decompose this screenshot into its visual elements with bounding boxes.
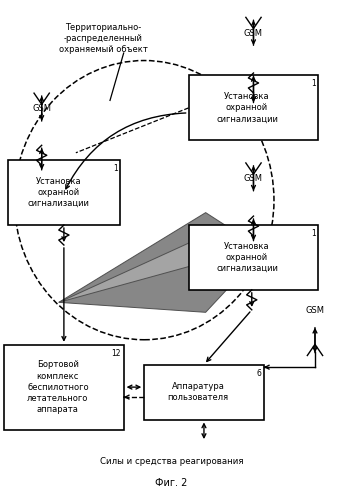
Text: Установка
охранной
сигнализации: Установка охранной сигнализации bbox=[216, 92, 278, 124]
Text: 1: 1 bbox=[311, 80, 316, 88]
Polygon shape bbox=[59, 228, 240, 302]
Text: Установка
охранной
сигнализации: Установка охранной сигнализации bbox=[27, 177, 89, 208]
Text: 12: 12 bbox=[111, 348, 121, 358]
Text: Установка
охранной
сигнализации: Установка охранной сигнализации bbox=[216, 242, 278, 273]
Text: Бортовой
комплекс
беспилотного
летательного
аппарата: Бортовой комплекс беспилотного летательн… bbox=[27, 360, 89, 414]
FancyBboxPatch shape bbox=[4, 344, 124, 430]
Text: 1: 1 bbox=[311, 229, 316, 238]
Text: Силы и средства реагирования: Силы и средства реагирования bbox=[100, 458, 243, 466]
Text: GSM: GSM bbox=[244, 174, 263, 183]
Text: 6: 6 bbox=[256, 368, 261, 378]
FancyBboxPatch shape bbox=[144, 364, 264, 420]
Polygon shape bbox=[59, 212, 264, 312]
Text: Аппаратура
пользователя: Аппаратура пользователя bbox=[167, 382, 228, 402]
Text: GSM: GSM bbox=[244, 28, 263, 38]
Text: GSM: GSM bbox=[32, 104, 51, 114]
FancyBboxPatch shape bbox=[189, 76, 318, 140]
Text: GSM: GSM bbox=[306, 306, 324, 315]
Text: Территориально-
-распределенный
охраняемый объект: Территориально- -распределенный охраняем… bbox=[59, 23, 147, 54]
Text: Фиг. 2: Фиг. 2 bbox=[155, 478, 188, 488]
FancyBboxPatch shape bbox=[189, 225, 318, 290]
Text: 1: 1 bbox=[113, 164, 118, 173]
FancyBboxPatch shape bbox=[8, 160, 120, 225]
